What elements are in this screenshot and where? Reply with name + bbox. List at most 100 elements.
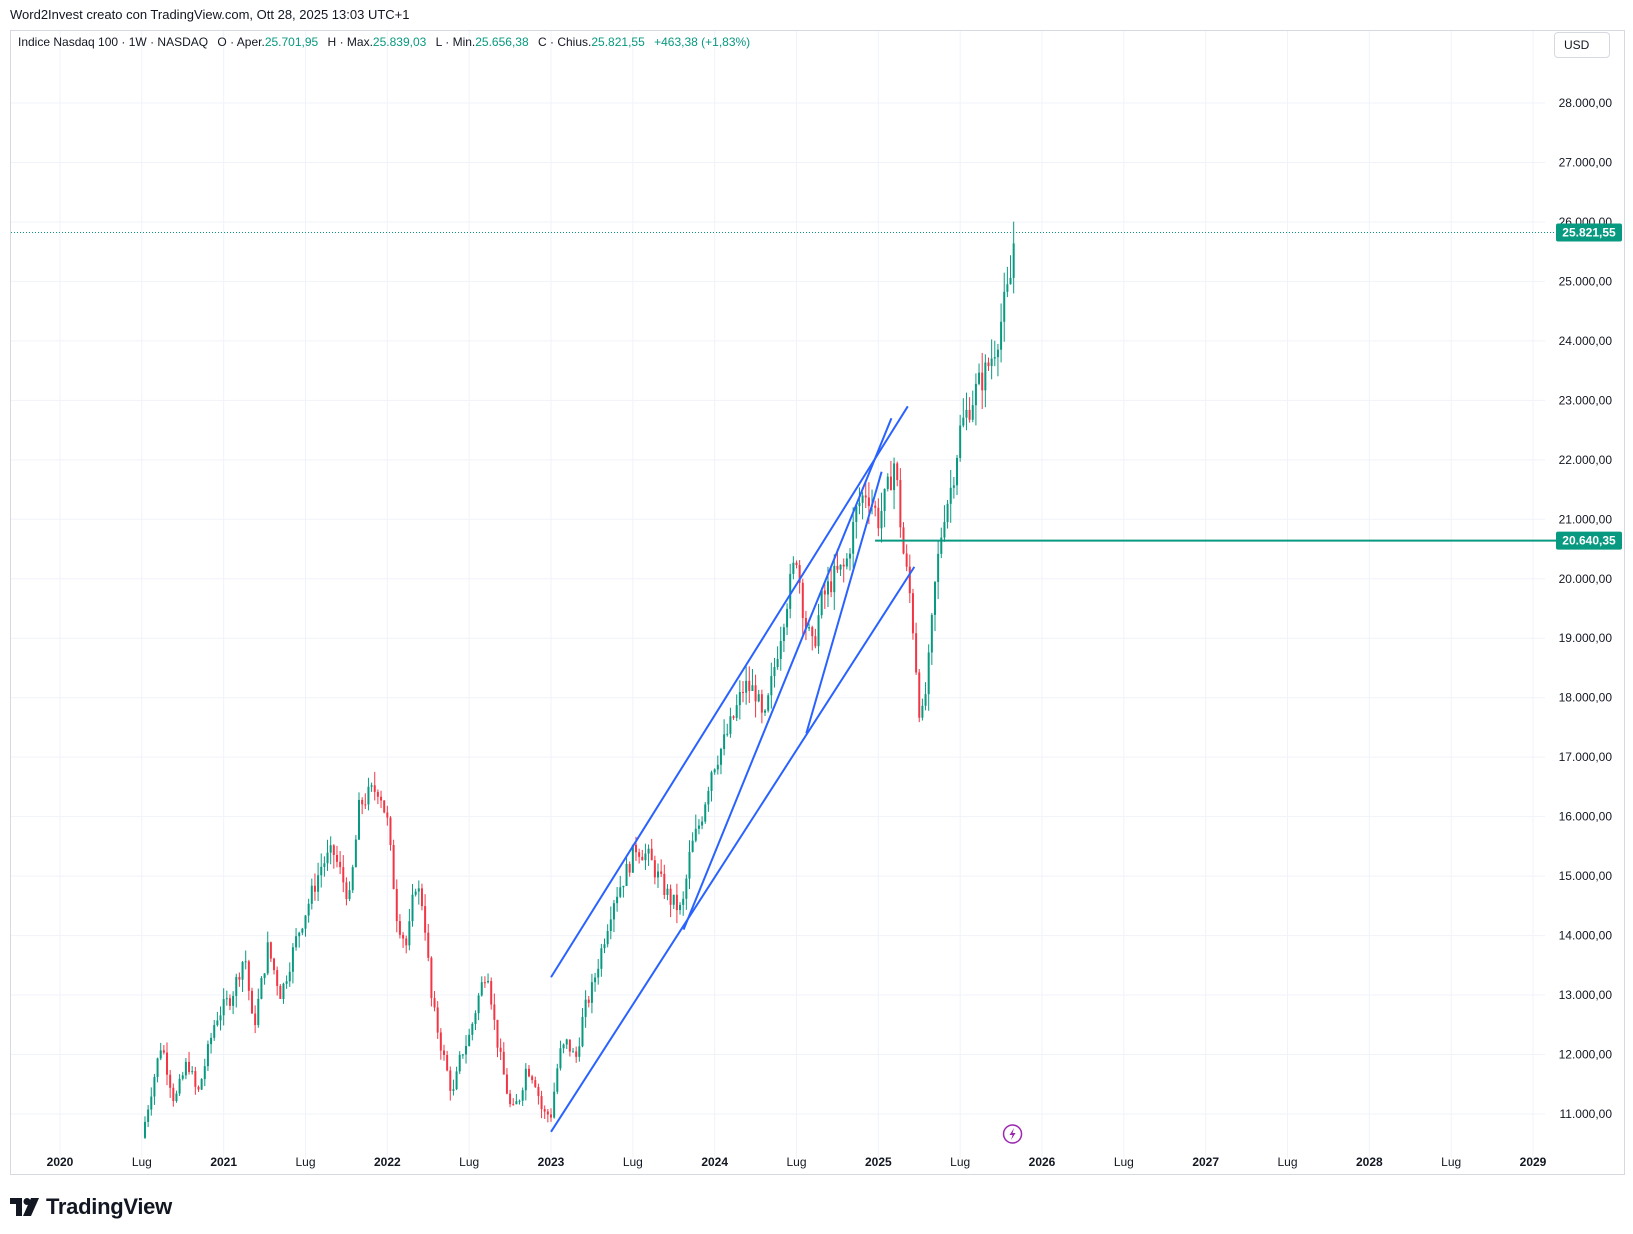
candle-up: [619, 887, 622, 897]
candle-up: [962, 417, 965, 426]
y-tick-label: 25.000,00: [1559, 274, 1613, 288]
candle-up: [225, 998, 228, 1000]
x-tick-label: 2029: [1520, 1155, 1547, 1169]
candle-down: [823, 590, 826, 595]
candle-up: [584, 999, 587, 1017]
candle-up: [521, 1090, 524, 1101]
candle-down: [534, 1080, 537, 1087]
candle-up: [559, 1048, 562, 1069]
candle-up: [978, 372, 981, 384]
candle-up: [770, 676, 773, 696]
candle-up: [782, 627, 785, 641]
candle-up: [244, 961, 247, 963]
candle-up: [647, 848, 650, 854]
tradingview-logo-icon: [10, 1198, 39, 1216]
legend-close-value: 25.821,55: [591, 35, 645, 49]
candle-down: [877, 507, 880, 529]
candle-down: [499, 1047, 502, 1052]
candle-up: [301, 928, 304, 933]
candle-up: [965, 409, 968, 418]
lightning-bolt-icon[interactable]: [1002, 1124, 1023, 1144]
candle-down: [496, 1019, 499, 1048]
candle-up: [726, 733, 729, 735]
currency-button[interactable]: USD: [1554, 32, 1610, 58]
candle-down: [911, 593, 914, 634]
candle-up: [1006, 284, 1009, 292]
candle-up: [789, 573, 792, 609]
candle-down: [628, 863, 631, 873]
last-price: 25.821,55: [11, 223, 1622, 242]
candle-down: [197, 1086, 200, 1090]
legend-open-label: ·: [230, 35, 235, 49]
candle-up: [694, 828, 697, 841]
candle-up: [679, 904, 682, 911]
candle-up: [263, 973, 266, 979]
candle-down: [339, 861, 342, 868]
legend-open-text: Aper.: [236, 35, 265, 49]
y-tick-label: 22.000,00: [1559, 453, 1613, 467]
y-tick-label: 11.000,00: [1560, 1107, 1613, 1121]
candle-down: [760, 694, 763, 713]
candle-down: [754, 685, 757, 702]
candle-up: [206, 1044, 209, 1067]
candle-up: [1009, 277, 1012, 285]
candle-down: [899, 480, 902, 528]
candle-down: [342, 867, 345, 883]
tradingview-logo[interactable]: TradingView: [10, 1193, 172, 1221]
candle-up: [282, 983, 285, 999]
candle-down: [361, 799, 364, 805]
candle-up: [657, 871, 660, 878]
candle-up: [1000, 321, 1003, 350]
candle-up: [408, 921, 411, 946]
candle-down: [748, 680, 751, 691]
candle-down: [889, 476, 892, 491]
candle-up: [260, 978, 263, 999]
legend-change: +463,38 (+1,83%): [654, 35, 751, 49]
last-price-label: 25.821,55: [1562, 226, 1616, 240]
candle-up: [524, 1068, 527, 1091]
candle-up: [1003, 291, 1006, 322]
x-tick-label: 2027: [1192, 1155, 1219, 1169]
candle-down: [732, 716, 735, 718]
candle-up: [707, 790, 710, 805]
candle-up: [767, 695, 770, 711]
candle-up: [839, 564, 842, 570]
x-tick-label: 2021: [210, 1155, 237, 1169]
trendline: [682, 417, 893, 931]
hline-price-tag: [1556, 531, 1622, 550]
legend-high-label: ·: [339, 35, 344, 49]
y-tick-label: 20.000,00: [1559, 572, 1613, 586]
candle-down: [905, 553, 908, 567]
candle-down: [663, 873, 666, 895]
legend-low-label: ·: [445, 35, 450, 49]
candle-up: [924, 694, 927, 706]
event-marker: [1002, 1124, 1023, 1144]
candle-up: [143, 1121, 146, 1138]
bolt-glyph: [1009, 1128, 1016, 1140]
candle-down: [908, 566, 911, 594]
candle-up: [203, 1066, 206, 1080]
candle-down: [537, 1086, 540, 1097]
legend-close-label: ·: [550, 35, 554, 49]
candle-up: [808, 627, 811, 629]
candle-down: [650, 848, 653, 861]
candle-down: [660, 871, 663, 874]
candle-down: [483, 982, 486, 984]
candle-down: [842, 564, 845, 567]
candle-up: [855, 506, 858, 522]
candle-up: [745, 680, 748, 693]
candle-down: [981, 372, 984, 391]
candle-down: [194, 1071, 197, 1087]
candle-down: [795, 562, 798, 566]
candle-down: [405, 938, 408, 946]
y-tick-label: 21.000,00: [1559, 512, 1613, 526]
candle-down: [741, 691, 744, 693]
candle-down: [420, 888, 423, 907]
candle-up: [682, 898, 685, 905]
candle-down: [543, 1109, 546, 1112]
candle-down: [380, 796, 383, 801]
candle-up: [631, 844, 634, 873]
legend-low-text: Min.: [452, 35, 476, 49]
candle-up: [952, 485, 955, 488]
